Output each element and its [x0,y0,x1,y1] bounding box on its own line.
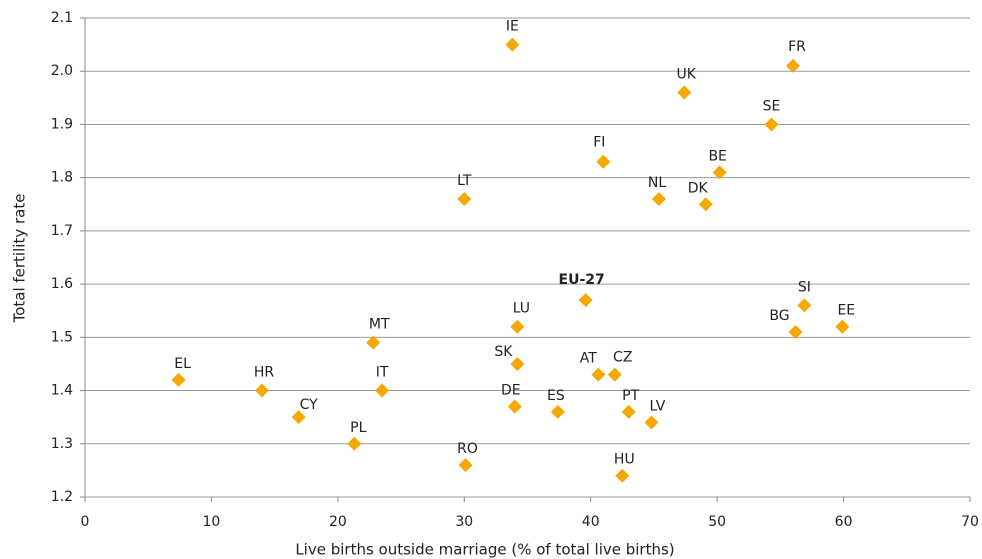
y-tick-label: 1.2 [51,489,73,505]
x-tick-label: 60 [835,514,853,530]
point [171,372,186,387]
point-label: RO [457,441,478,457]
point-label: PT [622,388,639,404]
point [510,356,525,371]
x-tick-label: 70 [961,514,979,530]
point [788,325,803,340]
point [505,37,520,52]
point-label: LV [649,398,665,414]
point [366,335,381,350]
y-tick-label: 1.3 [51,436,73,452]
point-label: FR [788,39,806,55]
point [677,85,692,100]
point-label: PL [350,420,366,436]
point [786,58,800,73]
point [255,383,269,398]
point [510,319,525,334]
point-label: BE [708,148,726,164]
point-label: LT [457,173,472,189]
point-label: SK [494,344,513,360]
y-tick-label: 1.4 [51,383,73,399]
point [712,165,727,180]
point-label: AT [580,351,597,367]
point [764,117,779,132]
point [797,298,812,313]
point [550,404,565,419]
point-label: CZ [613,350,632,366]
point-label: LU [513,301,530,317]
point-label: EL [174,356,191,372]
point [591,367,606,382]
point [347,436,362,451]
point [578,293,593,308]
point-label: CY [300,397,319,413]
point [375,383,390,398]
y-tick-label: 1.7 [51,223,73,239]
point-label: SI [798,279,811,295]
y-tick-label: 2.0 [51,63,73,79]
point-label: FI [593,135,605,151]
point-label: IT [376,365,389,381]
x-axis-label: Live births outside marriage (% of total… [295,541,674,559]
x-tick-label: 0 [81,514,90,530]
x-tick-label: 10 [203,514,221,530]
y-tick-label: 1.8 [51,170,73,186]
point-label: HR [254,365,275,381]
point-label: IE [506,19,519,35]
point-label: NL [648,175,666,191]
point [596,154,611,169]
point-label: ES [547,388,565,404]
x-tick-label: 40 [582,514,600,530]
y-tick-label: 2.1 [51,10,73,26]
point-label: DK [688,180,709,196]
point-label: SE [763,98,781,114]
point [607,367,622,382]
point [291,410,306,425]
point [507,399,522,414]
point [644,415,659,430]
point-label: BG [769,308,789,324]
point [835,319,850,334]
y-tick-label: 1.5 [51,329,73,345]
x-tick-label: 50 [708,514,726,530]
point-label: UK [677,67,697,83]
y-tick-label: 1.6 [51,276,73,292]
point [698,197,713,212]
point [615,468,630,483]
point-label: MT [369,317,390,333]
x-tick-label: 30 [455,514,473,530]
point-label: DE [501,383,521,399]
point [457,191,472,206]
point [651,191,666,206]
point-label: EU-27 [559,272,605,288]
y-axis-label: Total fertility rate [11,194,29,324]
point [621,404,636,419]
x-tick-label: 20 [329,514,347,530]
point-label: HU [614,452,635,468]
y-tick-label: 1.9 [51,116,73,132]
point [458,458,473,473]
point-label: EE [837,303,855,319]
